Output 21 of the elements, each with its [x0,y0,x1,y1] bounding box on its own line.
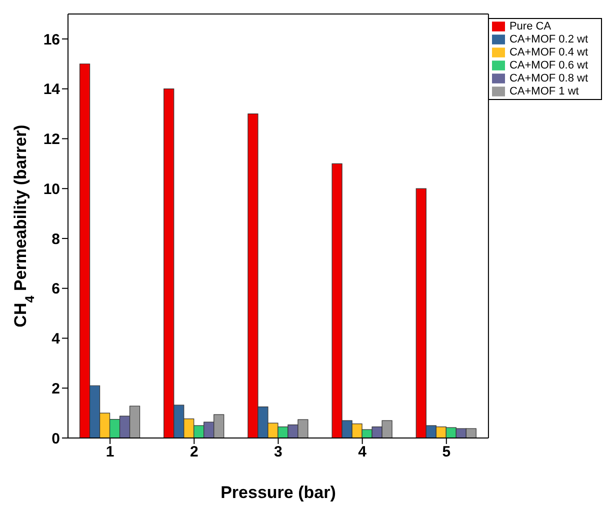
y-tick-label: 4 [52,330,61,348]
x-tick-label: 1 [106,444,114,461]
y-tick-label: 12 [43,131,60,148]
x-tick-label: 2 [190,444,198,461]
y-tick-label: 0 [52,430,60,448]
legend-label: CA+MOF 1 wt [509,85,579,98]
y-tick-label: 16 [43,31,60,48]
legend-label: CA+MOF 0.6 wt [509,59,588,72]
legend-label: Pure CA [509,20,552,32]
y-tick-label: 8 [52,230,60,248]
y-tick-label: 14 [43,81,61,98]
y-tick-label: 10 [43,180,60,198]
y-tick-label: 2 [52,380,60,398]
x-tick-label: 5 [442,444,451,461]
legend-label: CA+MOF 0.2 wt [509,33,588,46]
legend-label: CA+MOF 0.4 wt [509,46,588,58]
x-axis-title: Pressure (bar) [220,483,336,502]
x-tick-label: 4 [358,444,368,461]
y-tick-label: 6 [52,280,60,298]
legend-label: CA+MOF 0.8 wt [509,72,588,84]
x-tick-label: 3 [274,444,282,461]
